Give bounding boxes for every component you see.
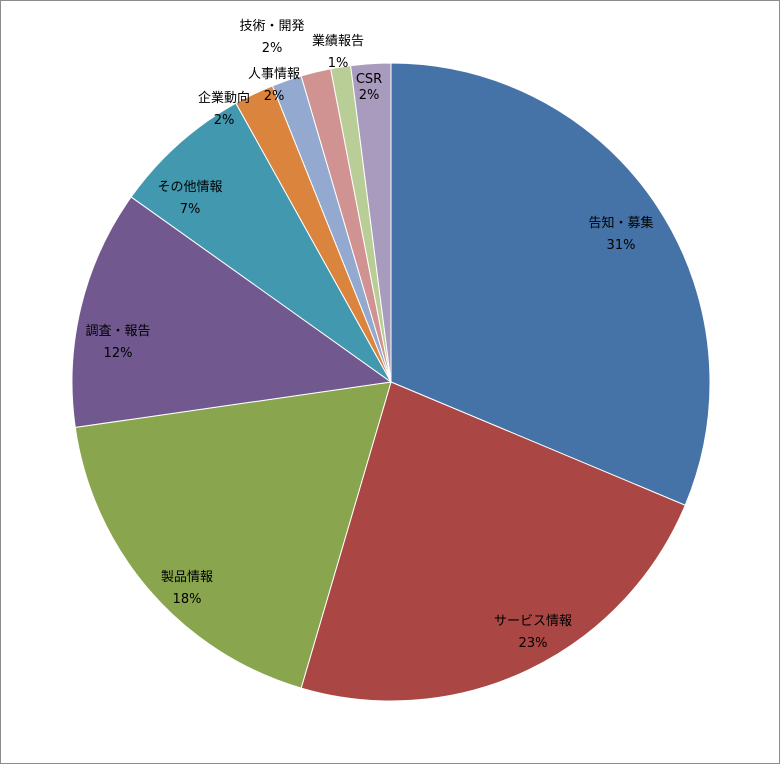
pie-slices [71, 62, 711, 702]
slice-other-info [130, 102, 392, 383]
slice-category-label: 技術・開発 [239, 19, 304, 34]
slice-percent-label: 1% [328, 56, 349, 71]
slice-kokuchi-boshu [390, 62, 711, 506]
slice-percent-label: 2% [262, 41, 283, 56]
slice-category-label: 製品情報 [161, 570, 213, 585]
label-personnel-info: 人事情報 2% [248, 67, 300, 104]
slice-service-info [300, 381, 686, 702]
slice-percent-label: 18% [173, 592, 202, 607]
slice-category-label: CSR [356, 72, 382, 87]
slice-percent-label: 23% [519, 636, 548, 651]
slice-category-label: 企業動向 [198, 90, 250, 106]
slice-category-label: 告知・募集 [588, 215, 653, 231]
slice-category-label: 人事情報 [248, 67, 300, 82]
slice-percent-label: 31% [607, 238, 636, 253]
slice-percent-label: 12% [104, 346, 133, 361]
slice-survey-report [71, 196, 393, 428]
label-corporate-trends: 企業動向 2% [198, 90, 250, 128]
pie-labels: 告知・募集 31% サービス情報 23% 製品情報 18% 調査・報告 12% その他情報 7% 企… [85, 19, 653, 651]
slice-percent-label: 2% [264, 89, 285, 104]
label-kokuchi-boshu: 告知・募集 31% [588, 215, 653, 253]
slice-percent-label: 2% [359, 88, 380, 103]
label-other-info: その他情報 7% [157, 180, 222, 217]
slice-percent-label: 7% [180, 202, 201, 217]
label-service-info: サービス情報 23% [494, 614, 572, 651]
label-earnings-report: 業績報告 1% [312, 33, 364, 71]
slice-category-label: サービス情報 [494, 614, 572, 629]
label-product-info: 製品情報 18% [161, 570, 213, 607]
label-tech-dev: 技術・開発 2% [239, 19, 304, 56]
slice-category-label: 調査・報告 [85, 324, 150, 339]
slice-csr [350, 62, 392, 383]
slice-product-info [74, 381, 392, 689]
label-survey-report: 調査・報告 12% [85, 324, 150, 361]
slice-percent-label: 2% [214, 113, 235, 128]
slice-category-label: 業績報告 [312, 33, 364, 49]
slice-category-label: その他情報 [157, 180, 222, 195]
